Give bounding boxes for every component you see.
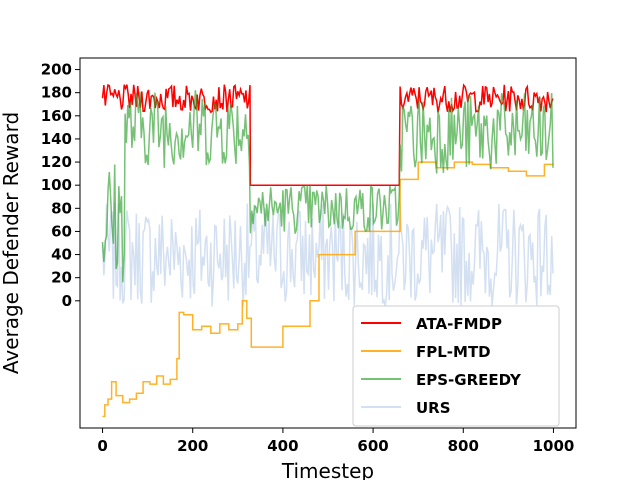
x-tick-label: 1000 — [533, 437, 575, 455]
x-tick-label: 600 — [357, 437, 388, 455]
legend-box — [352, 305, 560, 427]
legend-label: URS — [416, 399, 451, 417]
x-tick-label: 800 — [448, 437, 479, 455]
y-tick-label: 180 — [41, 84, 72, 102]
y-tick-label: 120 — [41, 153, 72, 171]
x-tick-label: 0 — [97, 437, 107, 455]
x-tick-label: 200 — [177, 437, 208, 455]
x-axis: 0 200 400 600 800 1000 — [97, 428, 574, 455]
series-line-eps-greedy — [101, 90, 554, 283]
legend: ATA-FMDP FPL-MTD EPS-GREEDY URS — [352, 305, 560, 427]
series-line-fpl-mtd — [102, 161, 554, 418]
y-tick-label: 200 — [41, 61, 72, 79]
y-tick-label: 140 — [41, 130, 72, 148]
legend-label: EPS-GREEDY — [416, 371, 522, 389]
y-tick-label: 60 — [51, 222, 72, 240]
y-tick-label: 160 — [41, 107, 72, 125]
y-axis-title: Average Defender Reward — [0, 112, 23, 374]
y-tick-label: 40 — [51, 246, 72, 264]
series-layer — [101, 83, 554, 418]
y-tick-label: 0 — [62, 292, 72, 310]
series-line-urs — [101, 202, 554, 307]
legend-label: ATA-FMDP — [416, 315, 502, 333]
y-tick-label: 20 — [51, 269, 72, 287]
y-axis: 0 20 40 60 80 100 120 140 160 180 200 — [41, 61, 80, 310]
plot-frame — [79, 57, 577, 429]
y-tick-label: 80 — [51, 199, 72, 217]
legend-label: FPL-MTD — [416, 343, 491, 361]
y-tick-label: 100 — [41, 176, 72, 194]
legend-items: ATA-FMDP FPL-MTD EPS-GREEDY URS — [361, 315, 522, 417]
x-axis-title: Timestep — [281, 459, 374, 480]
x-tick-label: 400 — [267, 437, 298, 455]
